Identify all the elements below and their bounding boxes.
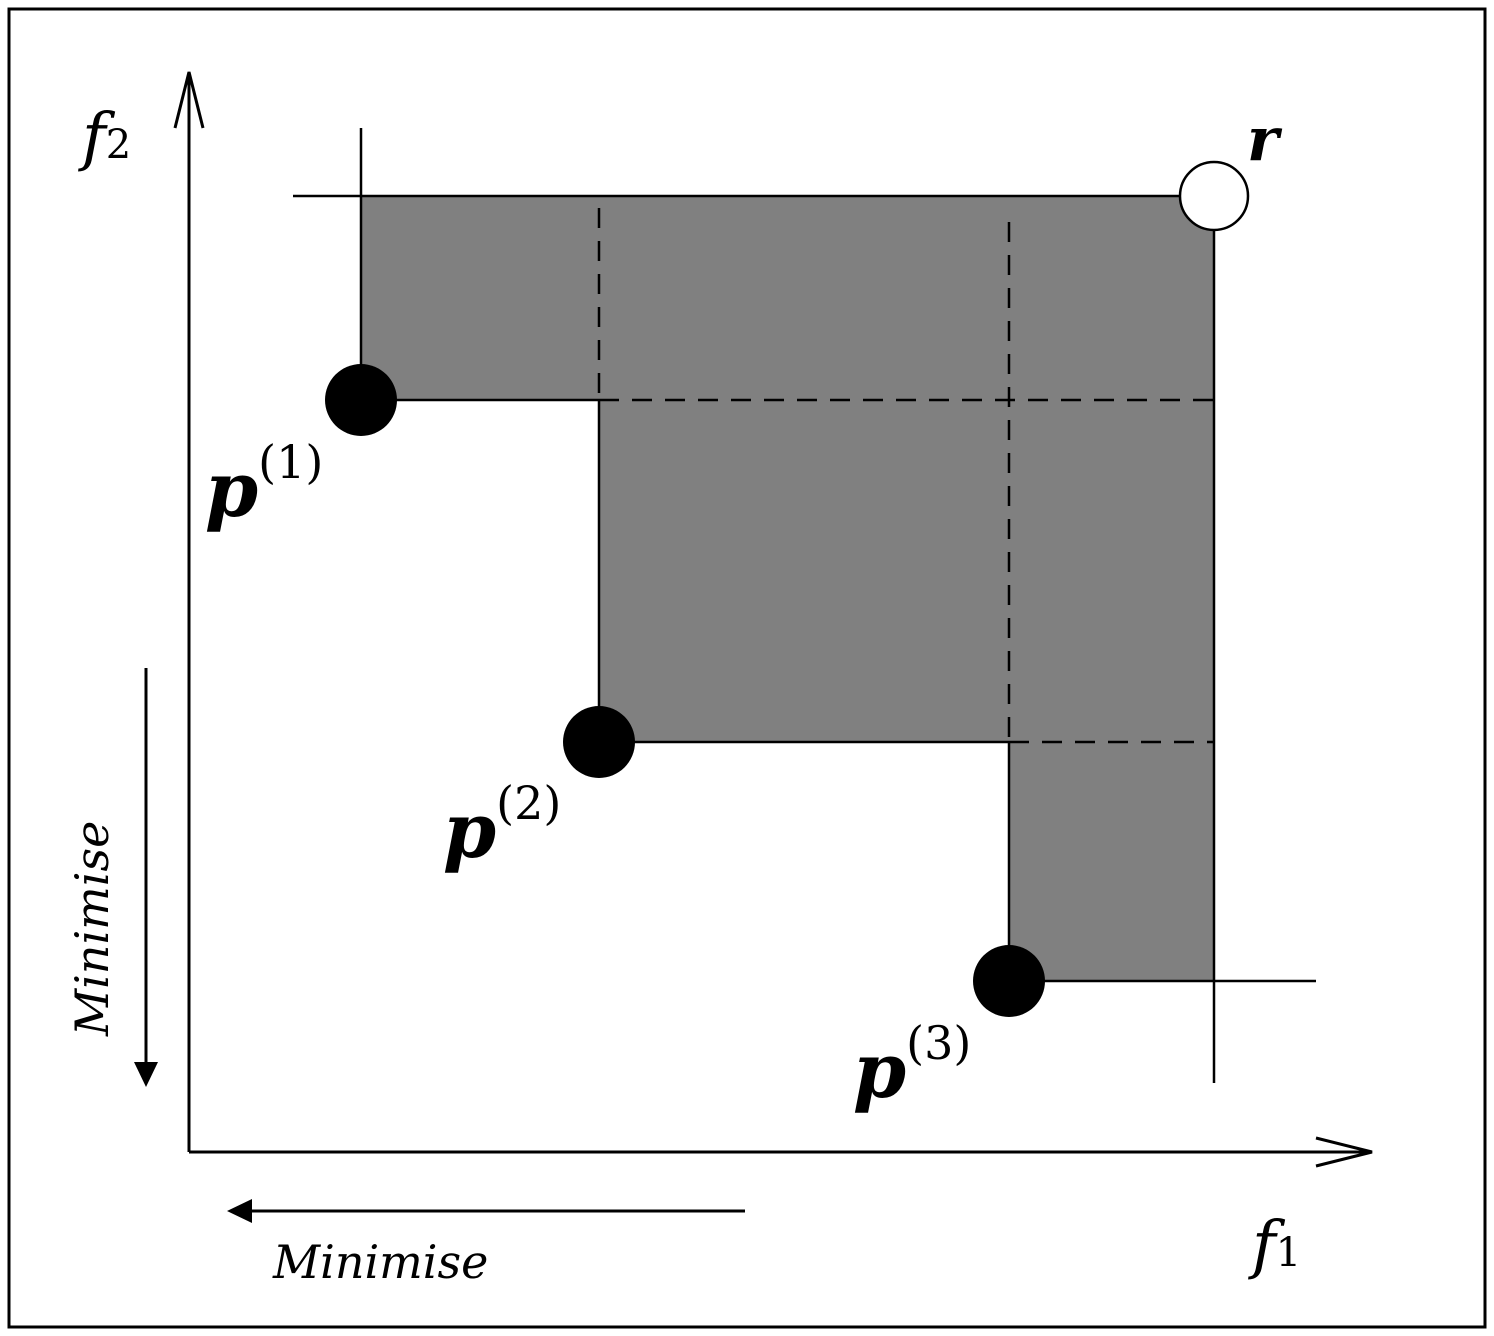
x-axis-arrowhead: [1315, 1136, 1373, 1168]
x-axis-label-subscript: 1: [1276, 1230, 1301, 1276]
x-minimise-label: Minimise: [272, 1235, 488, 1289]
axes: [173, 71, 1373, 1168]
point-p3-label-base: p: [853, 1026, 906, 1115]
dominated-region: [361, 196, 1214, 981]
point-p3-label: p(3): [853, 1016, 971, 1115]
reference-point-label: r: [1247, 105, 1283, 175]
point-p1-label-superscript: (1): [258, 435, 323, 489]
x-minimise-arrowhead: [227, 1199, 252, 1223]
point-p1-label: p(1): [205, 435, 323, 534]
y-axis-label-subscript: 2: [106, 122, 131, 168]
point-p2-marker: [563, 706, 635, 778]
point-p1-marker: [325, 364, 397, 436]
y-axis-arrowhead: [173, 71, 205, 129]
point-p2-label: p(2): [443, 776, 561, 875]
point-p1-label-base: p: [205, 445, 258, 534]
minimise-arrows: [134, 668, 745, 1223]
y-axis-label: f2: [78, 100, 131, 174]
point-p2-label-base: p: [443, 786, 496, 875]
y-minimise-label: Minimise: [65, 821, 119, 1037]
reference-point-marker: [1178, 160, 1250, 232]
frame-border: [7, 7, 1487, 1329]
region-boundary-lines: [293, 128, 1316, 1083]
point-p3-marker: [973, 945, 1045, 1017]
point-p2-label-superscript: (2): [496, 776, 561, 830]
x-axis-label: f1: [1248, 1208, 1301, 1282]
point-p3-label-superscript: (3): [906, 1016, 971, 1070]
dashed-partition-lines: [597, 208, 1214, 744]
y-minimise-arrowhead: [134, 1062, 158, 1087]
